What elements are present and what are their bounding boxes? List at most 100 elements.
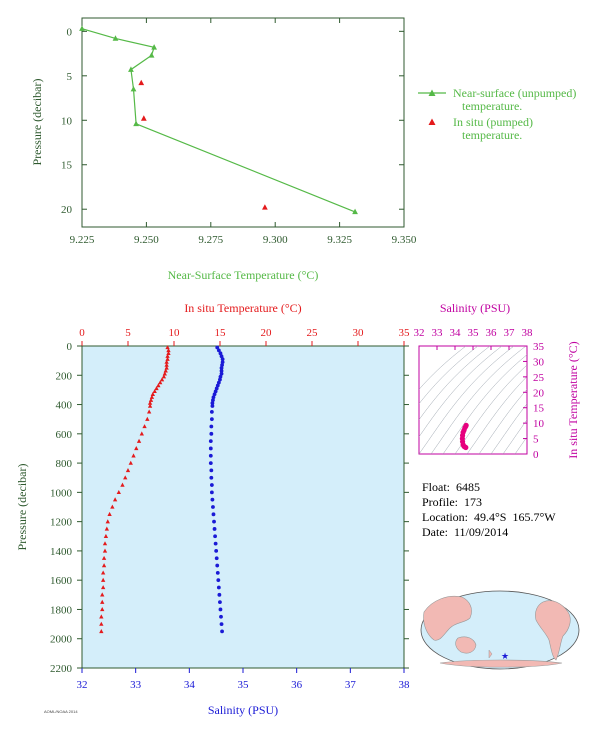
near-surface-x-axis-label: Near-Surface Temperature (°C)	[168, 268, 319, 282]
pressure-tick-label: 2200	[50, 663, 73, 675]
temperature-point	[100, 607, 105, 612]
legend-label-in-situ-2: temperature.	[462, 128, 522, 142]
pressure-tick-label: 800	[56, 458, 73, 470]
salinity-point	[218, 600, 222, 605]
in-situ-point	[262, 204, 268, 210]
salinity-point	[217, 592, 222, 597]
density-contours	[419, 346, 527, 454]
temperature-point	[159, 377, 165, 382]
pressure-tick-label: 1600	[50, 575, 73, 587]
ts-y-axis-label: In situ Temperature (°C)	[566, 341, 580, 458]
salinity-point	[219, 371, 224, 376]
density-contour	[442, 354, 527, 454]
ts-temperature-ticks: 0 5 10 15 20 25 30 35	[523, 341, 545, 461]
legend-marker-near-surface	[428, 89, 436, 96]
temp-tick-label: 5	[125, 327, 131, 339]
near-surface-point	[130, 85, 137, 92]
pressure-axis-ticks: 0 200 400 600 800 1000 1200 1400 1600 1800 2000 220…	[50, 341, 409, 675]
ts-x-axis-label: Salinity (PSU)	[440, 301, 510, 315]
density-contour	[419, 346, 467, 390]
pressure-tick-label: 2000	[50, 634, 73, 646]
y-tick-label: 15	[61, 160, 73, 172]
temperature-point	[128, 460, 133, 465]
temperature-point	[120, 482, 125, 487]
density-contour	[419, 346, 491, 421]
y-tick-label: 0	[67, 26, 73, 38]
in-situ-point	[140, 115, 147, 121]
salinity-point	[219, 622, 224, 626]
temperature-point	[134, 446, 139, 451]
salinity-point	[209, 424, 214, 429]
temperature-point	[163, 368, 168, 373]
temperature-point	[99, 614, 104, 619]
temperature-point	[147, 403, 153, 408]
near-surface-point	[128, 66, 134, 72]
temperature-point	[156, 383, 161, 388]
near-surface-point	[112, 35, 119, 41]
salinity-point	[215, 563, 220, 568]
temp-tick-label: 30	[353, 327, 365, 339]
map-land-americas	[535, 600, 571, 661]
profile-series	[99, 345, 225, 634]
ts-y-tick-label: 35	[533, 341, 545, 353]
ts-y-tick-label: 10	[533, 418, 545, 430]
float-info: Float: 6485 Profile: 173 Location: 49.4°…	[422, 480, 556, 540]
salinity-axis-ticks: 32 33 34 35 36 37 38	[77, 668, 410, 691]
x-tick-label: 9.350	[392, 234, 417, 246]
temperature-point	[101, 577, 106, 582]
temperature-point	[101, 563, 107, 568]
temperature-point	[164, 362, 169, 367]
temperature-point	[145, 416, 150, 421]
x-tick-label: 9.225	[70, 234, 95, 246]
salinity-point	[209, 483, 214, 487]
x-tick-label: 9.300	[263, 234, 288, 246]
temperature-point	[131, 453, 136, 458]
near-surface-y-axis-label: Pressure (decibar)	[30, 79, 44, 166]
salinity-point	[212, 392, 217, 397]
temperature-point	[161, 374, 167, 379]
ts-x-tick-label: 35	[468, 327, 480, 339]
legend-label-in-situ: In situ (pumped)	[453, 115, 533, 129]
salinity-point	[213, 541, 218, 546]
salinity-point	[220, 629, 224, 634]
salinity-point	[211, 395, 216, 400]
salinity-point	[208, 461, 213, 465]
pressure-tick-label: 400	[56, 400, 73, 412]
in-situ-point	[138, 79, 145, 86]
temperature-point	[100, 599, 105, 604]
pressure-tick-label: 1200	[50, 517, 73, 529]
ts-plot-frame	[418, 345, 528, 455]
density-contour	[419, 346, 515, 454]
salinity-tick-label: 35	[238, 679, 250, 691]
ts-y-tick-label: 15	[533, 403, 545, 415]
temperature-point	[165, 356, 170, 361]
temperature-point	[102, 541, 108, 546]
pressure-tick-label: 600	[56, 429, 73, 441]
map-land-eurasia	[423, 595, 472, 641]
ts-y-tick-label: 0	[533, 449, 539, 461]
salinity-point	[212, 527, 217, 531]
temperature-point	[123, 475, 128, 480]
salinity-point	[208, 453, 213, 458]
temperature-point	[99, 621, 104, 626]
salinity-tick-label: 33	[130, 679, 142, 691]
temperature-point	[101, 555, 107, 560]
density-contour	[419, 346, 503, 438]
temperature-point	[139, 431, 144, 436]
density-contour	[478, 389, 527, 454]
ts-y-tick-label: 20	[533, 387, 545, 399]
map-land-antarctica	[439, 659, 563, 668]
salinity-point	[220, 363, 224, 367]
salinity-point	[213, 534, 217, 539]
near-surface-point	[352, 208, 358, 215]
temperature-point	[147, 400, 153, 405]
salinity-point	[214, 549, 219, 553]
salinity-point	[210, 401, 215, 405]
salinity-point	[208, 446, 213, 451]
salinity-point	[211, 512, 216, 517]
near-surface-point	[151, 44, 158, 50]
temperature-point	[136, 438, 142, 443]
temp-tick-label: 35	[399, 327, 411, 339]
salinity-point	[213, 389, 218, 394]
y-tick-label: 20	[61, 204, 73, 216]
